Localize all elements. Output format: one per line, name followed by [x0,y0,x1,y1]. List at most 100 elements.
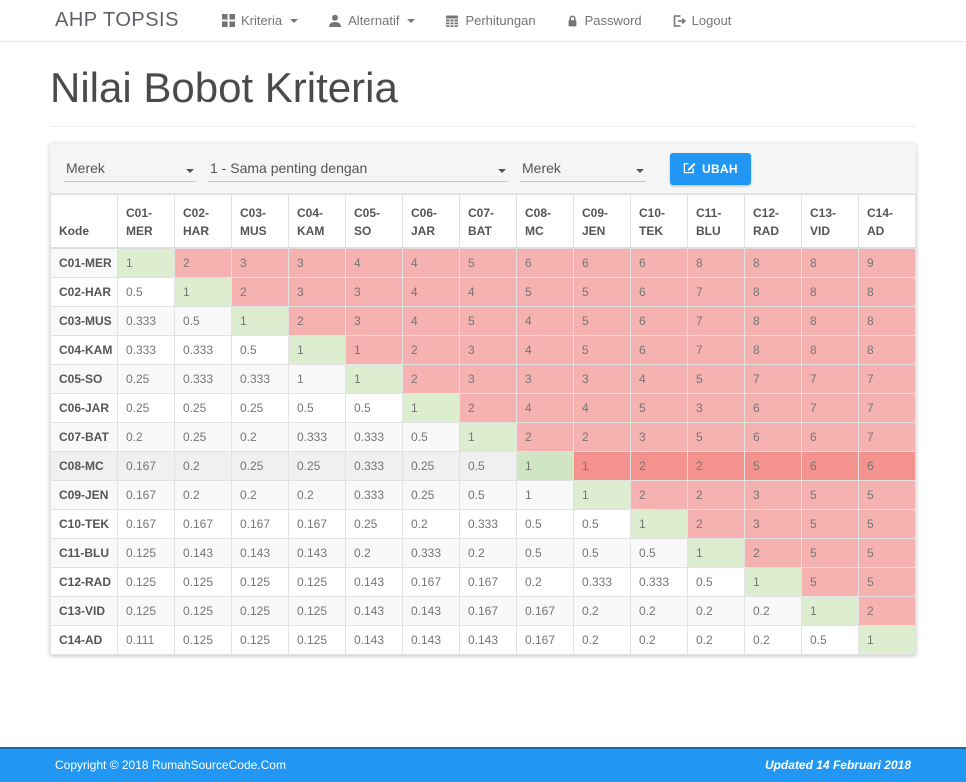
column-header: C07-BAT [459,194,517,249]
matrix-cell: 0.125 [231,567,289,597]
criteria-card: Merek 1 - Sama penting dengan Merek UBAH [50,143,916,655]
matrix-cell: 0.333 [402,538,460,568]
matrix-cell: 1 [687,538,745,568]
matrix-cell: 1 [288,335,346,365]
matrix-cell: 8 [744,335,802,365]
matrix-cell: 1 [630,509,688,539]
matrix-cell: 0.333 [630,567,688,597]
matrix-cell: 1 [858,625,916,655]
row-label: C03-MUS [50,306,118,336]
nav-item-label: Alternatif [348,13,400,28]
matrix-cell: 8 [801,277,859,307]
matrix-cell: 3 [630,422,688,452]
importance-select[interactable]: 1 - Sama penting dengan [208,156,508,182]
matrix-cell: 7 [858,422,916,452]
matrix-cell: 1 [573,480,631,510]
matrix-cell: 5 [459,306,517,336]
footer-copyright: Copyright © 2018 RumahSourceCode.Com [55,757,286,772]
matrix-cell: 1 [801,596,859,626]
matrix-cell: 4 [459,277,517,307]
nav-item-password[interactable]: Password [551,0,657,42]
matrix-cell: 0.2 [459,538,517,568]
ubah-button-label: UBAH [702,162,738,176]
ubah-button[interactable]: UBAH [670,153,751,185]
matrix-cell: 0.143 [459,625,517,655]
matrix-cell: 0.2 [573,625,631,655]
table-row: C03-MUS 0.333 0.5 1 2 3 4 5 4 5 6 7 8 8 8 [50,306,916,336]
matrix-cell: 0.143 [345,625,403,655]
matrix-cell: 0.167 [459,596,517,626]
table-row: C12-RAD 0.125 0.125 0.125 0.125 0.143 0.167 0.1… [50,567,916,597]
nav-item-perhitungan[interactable]: Perhitungan [430,0,550,42]
matrix-cell: 0.333 [288,422,346,452]
nav-item-alternatif[interactable]: Alternatif [313,0,430,42]
matrix-cell: 5 [801,567,859,597]
matrix-body: C01-MER 1 2 3 3 4 4 5 6 6 6 8 8 8 9 C02-HAR 0.5 1 2 3 3 4 4 5 5 6… [50,247,916,655]
matrix-cell: 2 [402,364,460,394]
matrix-cell: 0.2 [231,480,289,510]
nav-item-kriteria[interactable]: Kriteria [207,0,313,42]
matrix-cell: 0.333 [174,335,232,365]
matrix-cell: 0.333 [117,306,175,336]
column-header: C04-KAM [288,194,346,249]
row-label: C05-SO [50,364,118,394]
matrix-cell: 3 [744,480,802,510]
matrix-cell: 0.125 [231,625,289,655]
matrix-cell: 0.5 [459,480,517,510]
matrix-cell: 5 [573,335,631,365]
matrix-cell: 0.333 [345,422,403,452]
matrix-cell: 1 [744,567,802,597]
matrix-cell: 6 [630,306,688,336]
matrix-cell: 5 [801,480,859,510]
column-header: C06-JAR [402,194,460,249]
matrix-cell: 0.2 [687,625,745,655]
matrix-cell: 3 [231,247,289,278]
matrix-cell: 0.5 [516,509,574,539]
matrix-cell: 2 [744,538,802,568]
criteria-left-select[interactable]: Merek [64,156,196,182]
matrix-cell: 1 [402,393,460,423]
matrix-cell: 0.167 [459,567,517,597]
criteria-right-select[interactable]: Merek [520,156,646,182]
row-label: C07-BAT [50,422,118,452]
matrix-cell: 0.25 [117,364,175,394]
row-label: C06-JAR [50,393,118,423]
matrix-cell: 0.5 [573,538,631,568]
matrix-cell: 0.143 [402,596,460,626]
matrix-cell: 3 [345,306,403,336]
matrix-cell: 4 [402,247,460,278]
selected-value: Merek [66,160,105,176]
matrix-cell: 4 [402,277,460,307]
matrix-cell: 3 [744,509,802,539]
matrix-cell: 1 [117,247,175,278]
user-icon [328,14,342,28]
matrix-cell: 8 [801,335,859,365]
matrix-cell: 2 [687,451,745,481]
matrix-cell: 0.2 [174,480,232,510]
matrix-cell: 0.5 [630,538,688,568]
table-row: C02-HAR 0.5 1 2 3 3 4 4 5 5 6 7 8 8 8 [50,277,916,307]
matrix-cell: 2 [687,480,745,510]
matrix-cell: 5 [858,509,916,539]
matrix-cell: 0.5 [231,335,289,365]
matrix-cell: 0.333 [174,364,232,394]
matrix-cell: 7 [744,364,802,394]
nav-item-label: Password [584,13,642,28]
table-row: C13-VID 0.125 0.125 0.125 0.125 0.143 0.143 0.1… [50,596,916,626]
app-brand[interactable]: AHP TOPSIS [55,9,179,31]
matrix-cell: 0.5 [345,393,403,423]
matrix-cell: 0.2 [687,596,745,626]
table-row: C14-AD 0.111 0.125 0.125 0.125 0.143 0.143 0.14… [50,625,916,655]
matrix-cell: 3 [687,393,745,423]
matrix-cell: 0.2 [516,567,574,597]
matrix-cell: 3 [459,364,517,394]
matrix-cell: 0.167 [516,596,574,626]
matrix-cell: 5 [687,422,745,452]
pairwise-matrix-table: Kode C01-MER C02-HAR C03-MUS C04-KAM C05-SO C0… [50,194,916,655]
matrix-cell: 4 [516,335,574,365]
nav-item-logout[interactable]: Logout [657,0,747,42]
footer-updated: Updated 14 Februari 2018 [764,757,911,772]
matrix-cell: 0.2 [630,625,688,655]
column-header: C08-MC [516,194,574,249]
matrix-cell: 8 [744,277,802,307]
